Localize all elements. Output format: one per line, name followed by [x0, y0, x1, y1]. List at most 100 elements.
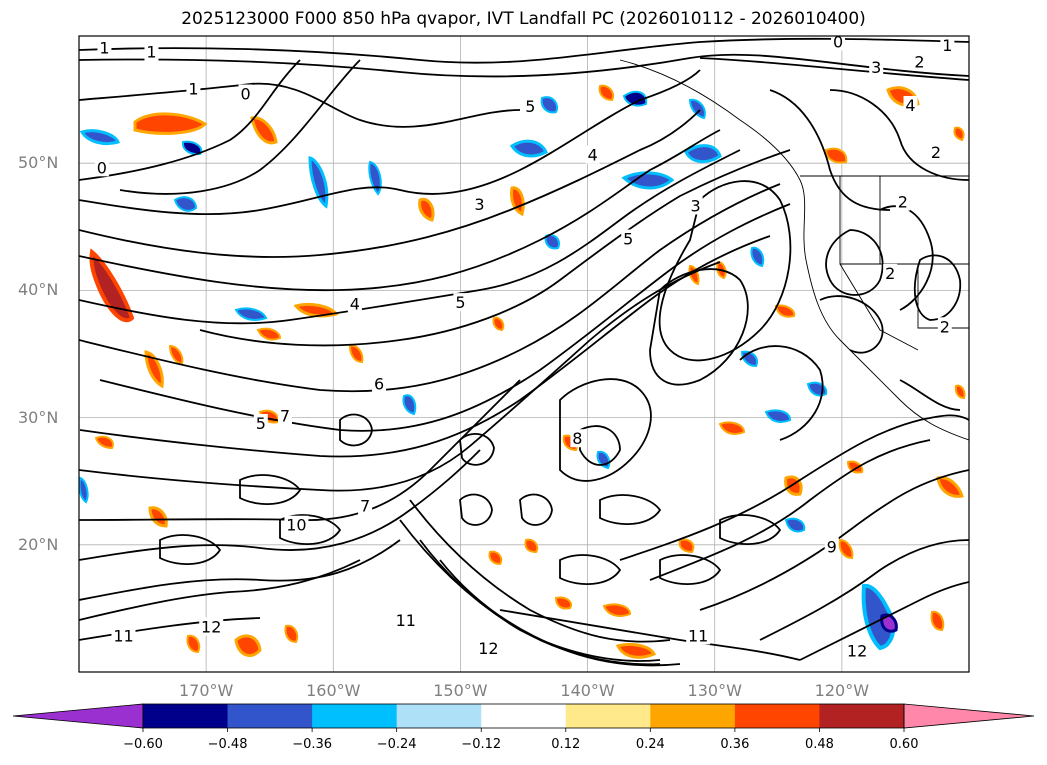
lon-tick-label: 130°W	[687, 681, 742, 700]
contour-label-bg	[940, 36, 955, 55]
contour-label-bg	[238, 84, 253, 103]
colorbar-segment	[312, 704, 398, 728]
colorbar-tick-label: 0.60	[889, 737, 919, 752]
contour-label: 9	[827, 537, 837, 556]
contour-label: 6	[374, 375, 384, 394]
colorbar-extend-high	[903, 703, 1035, 729]
contour-label-bg	[869, 57, 884, 76]
contour-label-bg	[97, 38, 112, 57]
ivt-contours	[79, 37, 969, 667]
contour-label: 0	[833, 32, 843, 51]
lon-tick-label: 120°W	[814, 681, 870, 700]
lon-tick-label: 140°W	[560, 681, 615, 700]
contour-label: 12	[478, 639, 498, 658]
colorbar-segment	[481, 704, 567, 728]
contour-label: 2	[914, 53, 924, 72]
contour-label: 3	[871, 58, 881, 77]
contour-label-bg	[199, 617, 224, 636]
colorbar-tick-label: −0.36	[292, 737, 333, 752]
colorbar-segment	[650, 704, 736, 728]
contour-label: 8	[572, 429, 582, 448]
colorbar-tick-label: −0.24	[376, 737, 417, 752]
contour-label-bg	[372, 374, 387, 393]
contour-label: 1	[188, 79, 198, 98]
contour-label-bg	[883, 263, 898, 282]
contour-label: 2	[931, 143, 941, 162]
gridlines	[79, 36, 969, 672]
colorbar-segment	[734, 704, 820, 728]
contour-label: 11	[396, 611, 416, 630]
lat-tick-label: 30°N	[18, 407, 59, 427]
colorbar-tick-label: −0.12	[461, 737, 502, 752]
contour-label-bg	[94, 158, 109, 177]
contour-label-bg	[845, 641, 870, 660]
contour-label-bg	[453, 293, 468, 312]
contour-label-bg	[824, 537, 839, 556]
colorbar-segment	[143, 704, 229, 728]
qvapor-shading	[79, 84, 966, 659]
colorbar-tick-label: 0.36	[720, 737, 750, 752]
contour-label: 5	[455, 293, 465, 312]
contour-label: 12	[847, 642, 867, 661]
contour-label: 4	[588, 146, 598, 165]
contour-label: 0	[240, 85, 250, 104]
colorbar-tick-label: −0.48	[207, 737, 248, 752]
contour-label-bg	[523, 97, 538, 116]
contour-label: 11	[688, 626, 708, 645]
contour-label-bg	[831, 36, 846, 51]
colorbar-frame	[142, 703, 905, 729]
contour-label-bg	[688, 196, 703, 215]
contour-label: 1	[942, 36, 952, 55]
contour-label-bg	[585, 145, 600, 164]
lat-tick-label: 50°N	[18, 153, 59, 173]
contour-label-bg	[347, 294, 362, 313]
contour-label: 4	[905, 96, 915, 115]
contour-label-bg	[277, 406, 292, 425]
chart-title: 2025123000 F000 850 hPa qvapor, IVT Land…	[181, 9, 866, 29]
contour-label: 7	[360, 497, 370, 516]
contour-label-bg	[476, 639, 501, 658]
contour-label: 2	[898, 193, 908, 212]
lon-tick-label: 170°W	[178, 681, 234, 700]
contour-label: 1	[99, 39, 109, 58]
lon-tick-label: 160°W	[306, 681, 361, 700]
contour-label: 5	[623, 230, 633, 249]
contour-label: 11	[113, 626, 133, 645]
contour-label-bg	[253, 413, 268, 432]
colorbar-extend-low	[12, 703, 144, 729]
contour-label-bg	[472, 195, 487, 214]
contour-label-bg	[903, 95, 918, 114]
colorbar-segment	[819, 704, 905, 728]
contour-label: 5	[525, 97, 535, 116]
contour-label-bg	[928, 143, 943, 162]
colorbar-segment	[227, 704, 313, 728]
map-background	[79, 36, 969, 672]
contour-label: 3	[474, 195, 484, 214]
contour-label-bg	[686, 626, 711, 645]
contour-label: 2	[885, 264, 895, 283]
contour-label-bg	[111, 626, 136, 645]
contour-label: 1	[146, 43, 156, 62]
colorbar-tick-label: 0.48	[804, 737, 834, 752]
colorbar-tick-label: 0.24	[635, 737, 665, 752]
lat-tick-label: 40°N	[18, 280, 59, 300]
contour-label: 10	[286, 516, 306, 535]
contour-label: 7	[280, 406, 290, 425]
colorbar	[12, 703, 1035, 732]
colorbar-segment	[396, 704, 482, 728]
contour-label-bg	[937, 317, 952, 336]
contour-label: 5	[256, 414, 266, 433]
lon-tick-label: 150°W	[433, 681, 488, 700]
contour-label: 2	[940, 317, 950, 336]
contour-label-bg	[393, 611, 418, 630]
contour-label-bg	[621, 229, 636, 248]
colorbar-tick-label: −0.60	[123, 737, 163, 752]
colorbar-tick-label: 0.12	[551, 737, 581, 752]
colorbar-segment	[565, 704, 651, 728]
contour-label-bg	[570, 429, 585, 448]
contour-label: 0	[97, 158, 107, 177]
contour-label-bg	[358, 496, 373, 515]
contour-label-bg	[912, 52, 927, 71]
